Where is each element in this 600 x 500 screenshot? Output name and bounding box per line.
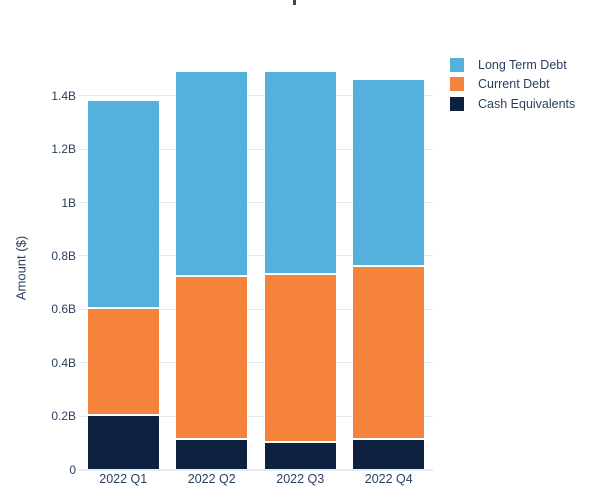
bar-segment-cash-equivalents-2022-q1[interactable] bbox=[87, 416, 159, 470]
legend-swatch-current-debt bbox=[450, 77, 464, 92]
bar-segment-cash-equivalents-2022-q2[interactable] bbox=[176, 440, 248, 470]
bar-segment-current-debt-2022-q3[interactable] bbox=[264, 274, 336, 443]
gridline-1.4B bbox=[79, 95, 433, 97]
bar-segment-long-term-debt-2022-q1[interactable] bbox=[87, 101, 159, 310]
clipped-chart-title-fragment bbox=[293, 0, 296, 5]
gridline-1.2B bbox=[79, 148, 433, 150]
bar-segment-cash-equivalents-2022-q3[interactable] bbox=[264, 442, 336, 470]
gridline-0.8B bbox=[79, 255, 433, 257]
y-tick-label-0.6B: 0.6B bbox=[51, 302, 76, 317]
bar-segment-current-debt-2022-q2[interactable] bbox=[176, 277, 248, 441]
bar-segment-current-debt-2022-q1[interactable] bbox=[87, 309, 159, 417]
gridline-0.2B bbox=[79, 415, 433, 417]
y-tick-label-0: 0 bbox=[69, 462, 76, 477]
x-tick-label-2022-q3: 2022 Q3 bbox=[276, 472, 325, 486]
legend-item-cash-equivalents[interactable]: Cash Equivalents bbox=[450, 96, 576, 111]
x-tick-label-2022-q1: 2022 Q1 bbox=[99, 472, 148, 486]
y-tick-label-0.8B: 0.8B bbox=[51, 248, 76, 263]
bar-segment-current-debt-2022-q4[interactable] bbox=[353, 266, 425, 441]
y-tick-label-1.2B: 1.2B bbox=[51, 142, 76, 157]
gridline-0.6B bbox=[79, 308, 433, 310]
legend-swatch-cash-equivalents bbox=[450, 96, 464, 111]
legend-label-long-term-debt: Long Term Debt bbox=[478, 58, 567, 72]
legend-label-cash-equivalents: Cash Equivalents bbox=[478, 96, 576, 111]
y-axis-title: Amount ($) bbox=[13, 235, 29, 301]
legend-item-long-term-debt[interactable]: Long Term Debt bbox=[450, 58, 567, 72]
y-tick-label-1B: 1B bbox=[61, 195, 76, 210]
legend-swatch-long-term-debt bbox=[450, 58, 464, 72]
bar-segment-long-term-debt-2022-q2[interactable] bbox=[176, 71, 248, 278]
gridline-0.4B bbox=[79, 362, 433, 364]
gridline-1B bbox=[79, 202, 433, 203]
y-tick-label-0.4B: 0.4B bbox=[51, 355, 76, 370]
gridline-0 bbox=[79, 469, 433, 471]
x-tick-label-2022-q2: 2022 Q2 bbox=[187, 472, 236, 486]
bar-segment-cash-equivalents-2022-q4[interactable] bbox=[353, 440, 425, 470]
bar-segment-long-term-debt-2022-q4[interactable] bbox=[353, 79, 425, 267]
y-tick-label-0.2B: 0.2B bbox=[51, 409, 76, 424]
legend-item-current-debt[interactable]: Current Debt bbox=[450, 77, 550, 92]
bar-segment-long-term-debt-2022-q3[interactable] bbox=[264, 71, 336, 275]
x-tick-label-2022-q4: 2022 Q4 bbox=[364, 472, 413, 486]
y-tick-label-1.4B: 1.4B bbox=[51, 88, 76, 103]
legend-label-current-debt: Current Debt bbox=[478, 77, 550, 92]
